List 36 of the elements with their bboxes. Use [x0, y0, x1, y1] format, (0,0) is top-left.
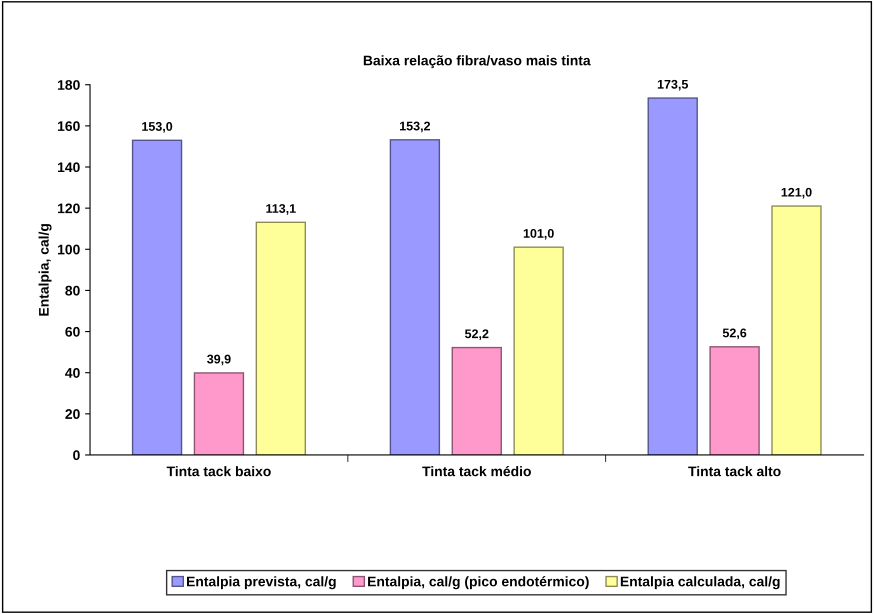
data-label: 113,1 [266, 204, 296, 215]
y-tick-label: 60 [65, 326, 80, 337]
bar [194, 372, 244, 455]
data-label: 101,0 [524, 228, 554, 240]
y-tick-label: 40 [65, 368, 80, 378]
legend-label: Entalpia calculada, cal/g [620, 576, 780, 590]
x-tick-label: Tinta tack baixo [166, 466, 271, 476]
x-tick-label: Tinta tack médio [422, 466, 531, 476]
chart-title: Baixa relação fibra/vaso mais tinta [364, 55, 591, 68]
data-label: 173,5 [658, 80, 688, 90]
y-tick-label: 0 [73, 450, 80, 460]
bar [648, 97, 698, 455]
data-label: 52,6 [722, 328, 746, 340]
y-tick-label: 20 [65, 409, 80, 420]
y-tick-label: 160 [58, 121, 80, 132]
y-tick-label: 80 [65, 286, 80, 296]
x-tick-label: Tinta tack alto [688, 466, 781, 476]
legend-label: Entalpia, cal/g (pico endotérmico) [368, 576, 589, 590]
bar [132, 140, 182, 455]
bar [771, 205, 822, 455]
bar [390, 139, 440, 455]
data-label: 52,2 [464, 329, 488, 340]
y-tick-label: 100 [58, 244, 80, 254]
y-axis-title: Entalpia, cal/g [38, 224, 52, 316]
bar [452, 346, 502, 455]
y-tick-label: 180 [58, 80, 80, 90]
data-label: 153,2 [400, 122, 430, 132]
y-tick-label: 140 [58, 162, 80, 172]
legend-label: Entalpia prevista, cal/g [187, 576, 336, 590]
bar [256, 222, 306, 455]
data-label: 39,9 [207, 354, 231, 366]
bar [709, 346, 760, 455]
data-label: 121,0 [782, 188, 812, 198]
y-tick-label: 120 [58, 203, 80, 214]
data-label: 153,0 [142, 122, 172, 133]
bar [513, 246, 564, 455]
